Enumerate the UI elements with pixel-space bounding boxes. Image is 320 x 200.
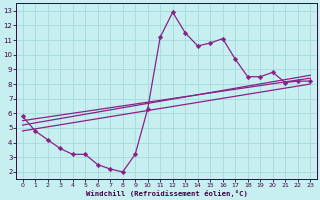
X-axis label: Windchill (Refroidissement éolien,°C): Windchill (Refroidissement éolien,°C) [85, 190, 247, 197]
